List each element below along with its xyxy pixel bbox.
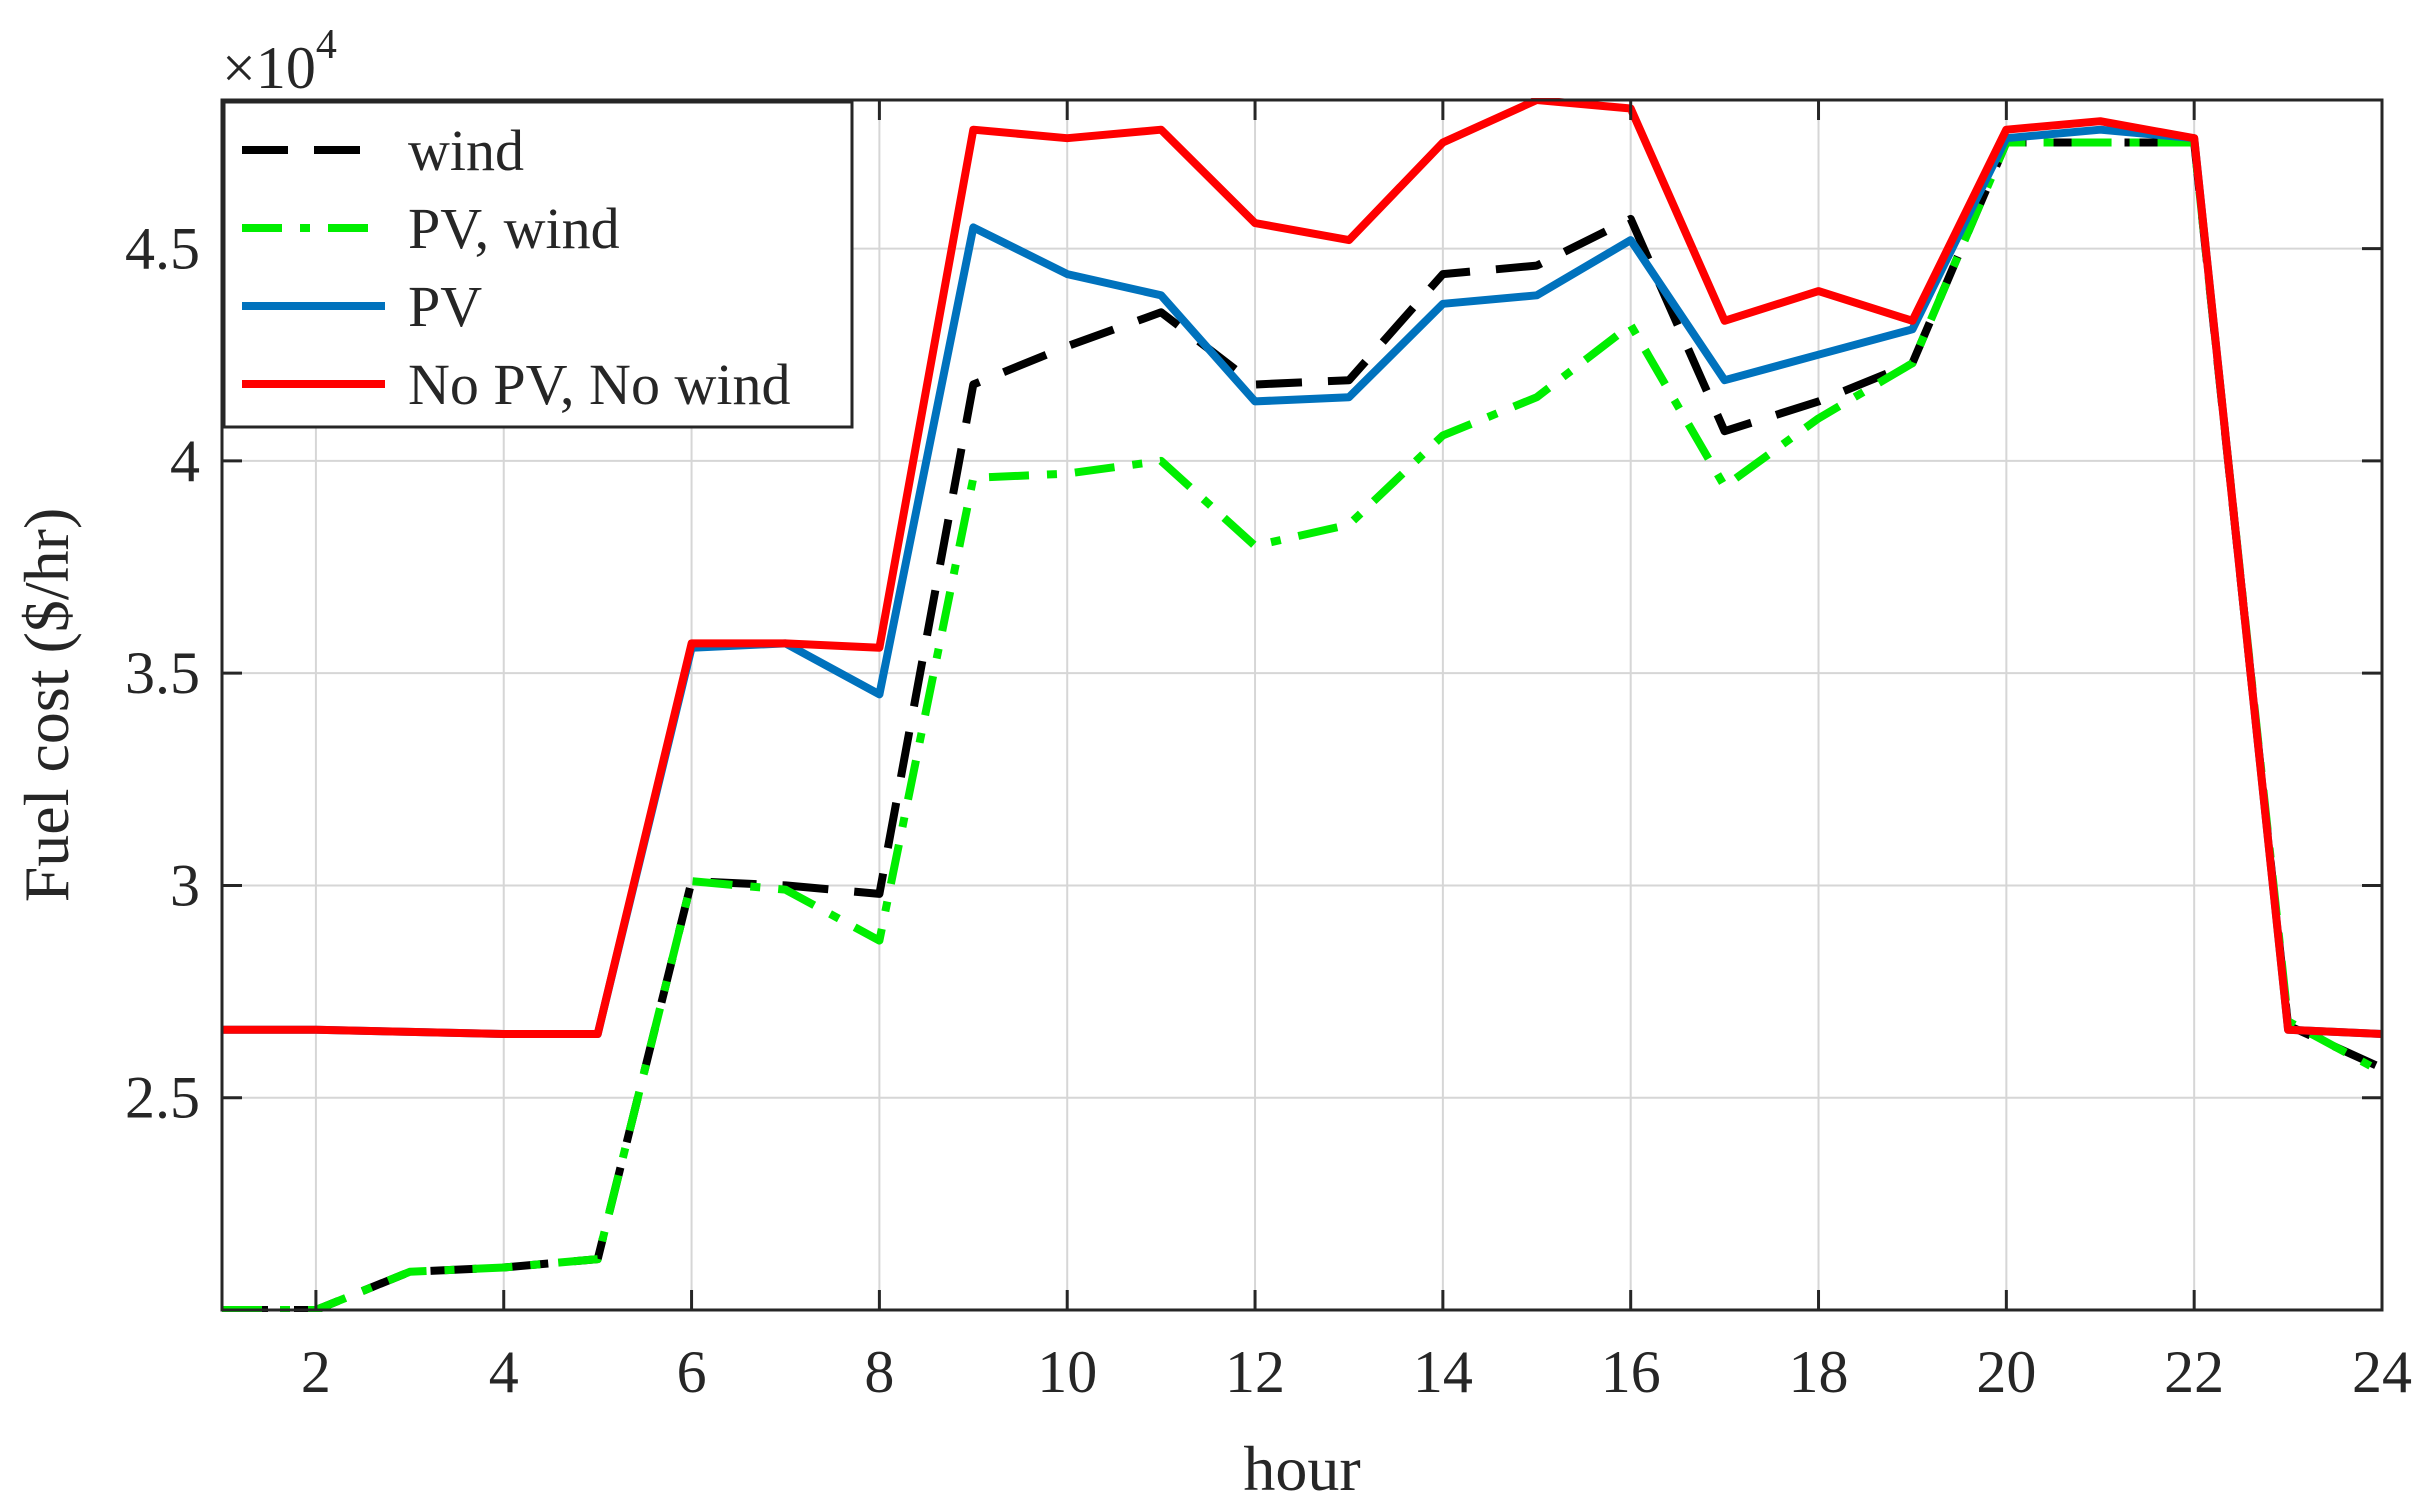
y-tick-label: 3 [170, 852, 200, 918]
series-line-1 [222, 138, 2382, 1312]
legend-label-1: PV, wind [408, 196, 620, 261]
x-tick-label: 4 [489, 1339, 519, 1405]
legend-box [222, 100, 854, 429]
y-axis-label: Fuel cost ($/hr) [11, 508, 82, 903]
x-tick-label: 10 [1037, 1339, 1097, 1405]
x-tick-label: 18 [1789, 1339, 1849, 1405]
x-tick-label: 24 [2352, 1339, 2412, 1405]
plot-frame [220, 98, 2384, 1312]
y-tick-label: 4.5 [125, 216, 200, 282]
y-tick-label: 2.5 [125, 1065, 200, 1131]
y-tick-label: 3.5 [125, 640, 200, 706]
exponent-power: 4 [316, 22, 337, 68]
x-tick-label: 16 [1601, 1339, 1661, 1405]
x-tick-label: 8 [864, 1339, 894, 1405]
y-tick-label: 4 [170, 428, 200, 494]
x-tick-label: 2 [301, 1339, 331, 1405]
x-tick-label: 20 [1976, 1339, 2036, 1405]
series-lines [222, 98, 2382, 1312]
x-tick-label: 22 [2164, 1339, 2224, 1405]
series-line-3 [222, 98, 2382, 1038]
axis-tick-labels: 2 4 6 8 10 12 14 16 18 20 22 242.533.544.5 [125, 216, 2412, 1405]
x-tick-label: 6 [677, 1339, 707, 1405]
x-axis-label: hour [1243, 1433, 1360, 1503]
legend-label-2: PV [408, 274, 482, 339]
x-tick-label: 14 [1413, 1339, 1473, 1405]
legend-label-0: wind [408, 118, 524, 183]
x-tick-label: 12 [1225, 1339, 1285, 1405]
legend: wind PV, wind PV No PV, No wind [222, 100, 854, 429]
legend-label-3: No PV, No wind [408, 352, 790, 417]
exponent-base: ×10 [222, 35, 316, 101]
exponent-label: ×104 [222, 22, 337, 101]
